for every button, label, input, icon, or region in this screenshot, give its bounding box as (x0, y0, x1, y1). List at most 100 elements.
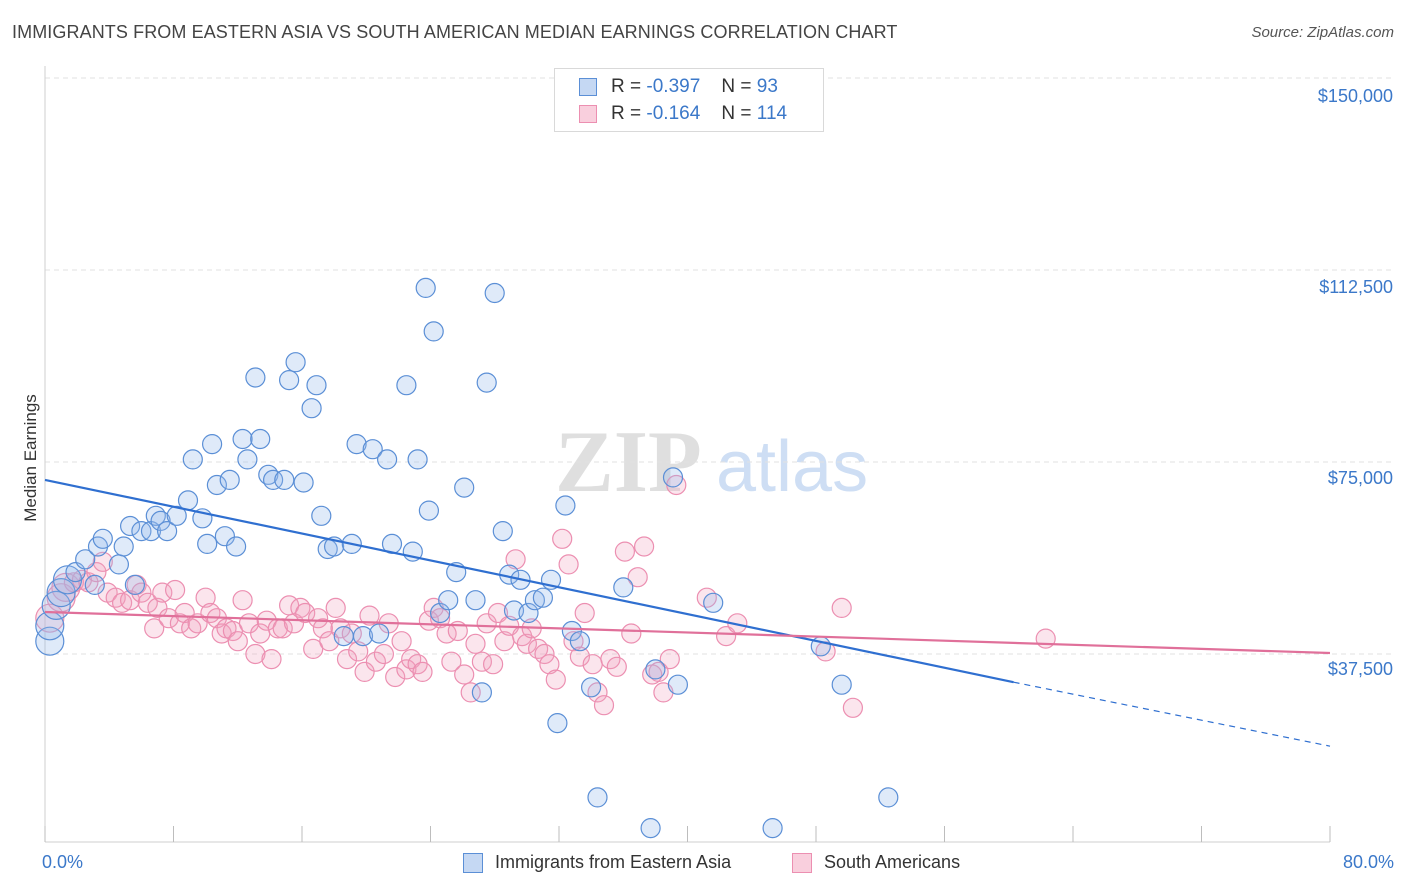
eastern-asia-point (113, 536, 134, 557)
south-american-point (593, 695, 615, 716)
south-american-point (441, 651, 462, 672)
south-american-point (483, 654, 504, 675)
eastern-asia-point (311, 505, 332, 526)
south-american-point (558, 554, 579, 575)
eastern-asia-point (362, 439, 383, 460)
south-american-point (227, 631, 248, 652)
source-label: Source: ZipAtlas.com (1251, 24, 1394, 41)
south-american-point (454, 664, 475, 685)
eastern-asia-point (306, 375, 327, 396)
eastern-asia-point (120, 515, 141, 537)
x-tick-label: 80.0% (1342, 852, 1394, 872)
pink-swatch-icon (579, 105, 597, 123)
eastern-asia-point (226, 536, 247, 557)
south-american-point (842, 697, 864, 718)
eastern-asia-point (237, 449, 258, 470)
eastern-asia-point (279, 370, 300, 391)
south-american-point (569, 646, 591, 667)
south-american-point (539, 654, 560, 675)
y-tick-label: $37,500 (1327, 659, 1393, 679)
eastern-asia-point (108, 554, 130, 575)
south-american-point (391, 631, 412, 652)
eastern-asia-point (418, 500, 439, 521)
watermark-atlas: atlas (716, 427, 868, 507)
blue-swatch-icon (463, 853, 483, 873)
south-american-point (412, 661, 433, 683)
eastern-asia-point (245, 367, 266, 388)
eastern-asia-point (454, 477, 475, 498)
south-american-point (137, 592, 158, 613)
eastern-asia-point (667, 674, 689, 695)
eastern-asia-point (333, 625, 354, 647)
south-american-point (385, 666, 406, 688)
eastern-asia-point (250, 428, 271, 450)
eastern-asia-point (346, 434, 367, 455)
south-american-point (505, 549, 526, 570)
n-value: 114 (756, 103, 788, 124)
eastern-asia-point (561, 620, 583, 642)
eastern-asia-point (547, 712, 568, 734)
pink-swatch-icon (792, 853, 812, 873)
eastern-asia-point (831, 674, 852, 695)
eastern-asia-point (214, 526, 235, 547)
south-american-point (1035, 628, 1056, 649)
eastern-asia-point (396, 375, 417, 396)
eastern-asia-point (263, 469, 284, 490)
eastern-asia-point (640, 817, 661, 839)
eastern-asia-point (645, 659, 666, 680)
eastern-asia-point (150, 510, 171, 532)
south-american-point (574, 602, 595, 624)
south-american-point (648, 661, 669, 683)
south-american-point (621, 623, 642, 644)
south-american-point (222, 620, 243, 642)
n-label: N = (721, 76, 752, 97)
eastern-asia-point (84, 574, 105, 596)
south-american-point (659, 648, 680, 670)
y-axis-label: Median Earnings (21, 394, 40, 522)
south-american-point (120, 590, 141, 611)
blue-swatch-icon (579, 78, 597, 96)
legend-label: Immigrants from Eastern Asia (495, 852, 732, 872)
south-american-point (158, 608, 179, 629)
eastern-asia-point (471, 682, 492, 703)
chart-title: IMMIGRANTS FROM EASTERN ASIA VS SOUTH AM… (12, 22, 898, 42)
south-american-point (92, 551, 113, 572)
south-american-point (169, 613, 190, 634)
n-label: N = (721, 103, 752, 124)
south-american-point (476, 613, 497, 634)
eastern-asia-point (219, 469, 240, 490)
south-american-point (336, 648, 358, 670)
south-american-point (245, 643, 266, 665)
south-american-point (165, 579, 186, 601)
south-american-point (614, 541, 636, 562)
south-american-point (312, 618, 333, 639)
south-american-point (195, 587, 216, 608)
south-american-point (516, 633, 538, 654)
south-american-point (430, 608, 451, 629)
eastern-asia-point (703, 592, 724, 613)
n-value: 93 (756, 76, 778, 97)
south-american-point (348, 641, 369, 662)
eastern-asia-point (580, 677, 602, 698)
eastern-asia-point (484, 282, 505, 304)
south-american-point (365, 651, 386, 672)
eastern-asia-point (293, 472, 314, 493)
eastern-asia-point (762, 817, 783, 839)
south-american-point (487, 602, 509, 624)
south-american-point (633, 536, 655, 557)
south-american-point (111, 592, 133, 613)
y-tick-label: $150,000 (1317, 86, 1393, 106)
eastern-asia-point (301, 398, 322, 419)
legend-label: South Americans (824, 852, 961, 872)
south-american-point (354, 661, 375, 683)
south-american-point (465, 633, 486, 654)
south-american-point (534, 643, 555, 665)
south-american-point (325, 597, 346, 619)
eastern-asia-point (285, 352, 306, 373)
south-american-point (552, 528, 573, 549)
south-american-point (563, 631, 584, 652)
eastern-asia-point (524, 590, 546, 611)
eastern-asia-point (415, 277, 436, 298)
south-american-point (283, 613, 305, 634)
